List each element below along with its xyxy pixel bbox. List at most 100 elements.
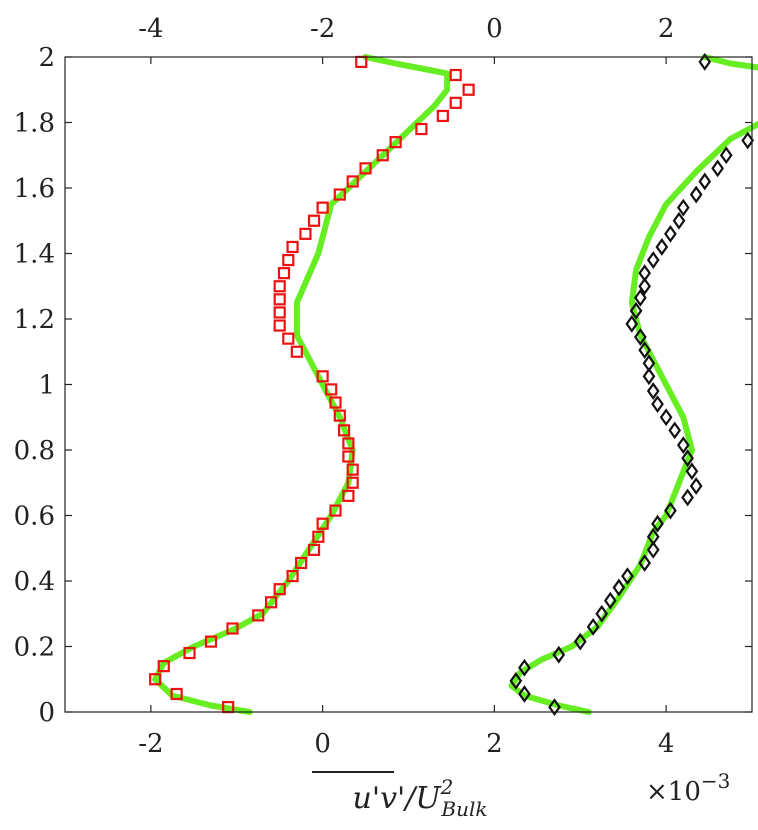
y-tick-label: 1 xyxy=(38,371,55,401)
x-multiplier: ×10−3 xyxy=(646,769,730,807)
data-point-square xyxy=(273,583,286,596)
data-point-square xyxy=(325,383,338,396)
y-tick-label: 2 xyxy=(38,43,55,73)
data-point-diamond xyxy=(664,224,677,243)
data-point-diamond xyxy=(625,315,639,333)
data-point-square xyxy=(307,214,321,227)
data-point-square xyxy=(389,136,402,149)
data-point-diamond xyxy=(642,367,656,386)
data-point-diamond xyxy=(595,604,609,623)
x-tick-label-top: -4 xyxy=(138,14,163,44)
data-point-square xyxy=(329,504,342,517)
x-tick-label-top: 2 xyxy=(658,14,675,44)
data-point-square xyxy=(342,489,355,502)
data-point-diamond xyxy=(586,617,600,636)
data-point-square xyxy=(170,687,183,701)
x-tick-label-top: 0 xyxy=(486,14,503,44)
data-point-square xyxy=(316,201,329,214)
data-point-square xyxy=(333,188,346,201)
x-tick-label-bottom: 4 xyxy=(658,729,675,759)
data-point-diamond xyxy=(646,251,660,269)
series-layer xyxy=(149,53,758,716)
data-point-square xyxy=(282,253,295,267)
data-point-square xyxy=(157,660,170,673)
ticks: 0 0.2 0.4 0.6 0.8 1 1.2 1.4 1.6 1.8 2 -2 0 2 4 -4 -2 0 2 xyxy=(14,14,752,759)
data-point-diamond xyxy=(651,514,664,533)
data-point-diamond xyxy=(681,488,694,507)
data-point-square xyxy=(252,609,265,622)
series-line-0 xyxy=(152,54,451,715)
data-point-diamond xyxy=(518,658,531,677)
data-point-square xyxy=(265,596,278,609)
x-axis-label-sub: Bulk xyxy=(440,797,487,821)
data-point-square xyxy=(307,543,321,556)
data-point-diamond xyxy=(518,685,531,703)
data-point-diamond xyxy=(638,264,652,283)
y-tick-label: 1.8 xyxy=(14,109,55,139)
data-point-square xyxy=(226,622,239,635)
data-point-square xyxy=(273,306,286,319)
data-point-square xyxy=(449,68,462,82)
data-point-diamond xyxy=(676,436,690,454)
data-point-square xyxy=(449,96,462,109)
data-point-square xyxy=(436,109,449,123)
data-point-square xyxy=(204,635,218,648)
data-point-square xyxy=(316,517,329,530)
data-point-diamond xyxy=(634,328,647,346)
data-point-square xyxy=(277,267,291,280)
x-axis-label-main: u'v'/U xyxy=(353,781,443,816)
data-point-diamond xyxy=(659,408,673,427)
x-axis-label: u'v'/U2 Bulk xyxy=(353,775,488,821)
data-point-diamond xyxy=(672,211,686,230)
data-point-diamond xyxy=(638,554,652,572)
y-tick-label: 0.6 xyxy=(14,502,55,532)
data-point-diamond xyxy=(634,288,647,307)
data-point-square xyxy=(376,149,389,162)
data-point-square xyxy=(286,240,299,254)
x-tick-label-bottom: -2 xyxy=(138,729,163,759)
data-point-diamond xyxy=(642,354,656,373)
data-point-diamond xyxy=(603,591,617,610)
data-point-square xyxy=(329,396,342,409)
data-point-diamond xyxy=(711,159,725,178)
data-point-diamond xyxy=(651,395,664,414)
data-point-diamond xyxy=(664,501,677,520)
data-point-square xyxy=(337,424,351,437)
x-multiplier-base: ×10 xyxy=(646,777,701,807)
y-tick-label: 0.2 xyxy=(14,633,55,663)
x-tick-label-bottom: 2 xyxy=(486,729,503,759)
data-point-square xyxy=(290,345,303,358)
data-point-diamond xyxy=(509,671,523,690)
data-point-diamond xyxy=(621,567,634,585)
data-point-diamond xyxy=(655,238,669,256)
data-point-diamond xyxy=(719,146,733,165)
x-tick-label-bottom: 0 xyxy=(314,729,331,759)
data-point-diamond xyxy=(552,645,566,664)
y-tick-label: 0.4 xyxy=(14,567,55,597)
data-point-square xyxy=(286,569,299,583)
data-point-square xyxy=(462,83,475,96)
y-tick-label: 0.8 xyxy=(14,436,55,466)
data-point-square xyxy=(342,437,355,450)
data-point-diamond xyxy=(629,301,643,320)
data-point-diamond xyxy=(681,449,694,468)
data-point-diamond xyxy=(573,632,587,651)
data-point-diamond xyxy=(638,277,652,296)
y-tick-label: 0 xyxy=(38,698,55,728)
data-point-square xyxy=(333,409,346,422)
data-point-diamond xyxy=(612,578,626,597)
data-point-square xyxy=(316,370,329,383)
data-point-square xyxy=(299,227,312,240)
data-point-diamond xyxy=(646,540,660,559)
x-multiplier-exp: −3 xyxy=(701,769,730,793)
data-point-diamond xyxy=(676,198,690,217)
data-point-square xyxy=(359,162,372,175)
data-point-diamond xyxy=(638,341,652,360)
data-point-square xyxy=(273,293,286,306)
y-tick-label: 1.4 xyxy=(14,240,55,270)
data-point-diamond xyxy=(741,131,755,150)
data-point-square xyxy=(346,463,359,476)
data-point-square xyxy=(346,175,359,188)
series-line-2 xyxy=(508,54,758,715)
